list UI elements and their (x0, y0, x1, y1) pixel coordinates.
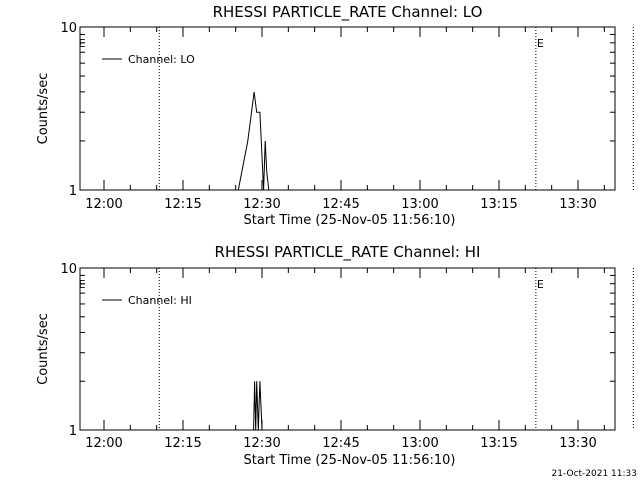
legend-label: Channel: HI (128, 294, 192, 307)
x-tick-label: 12:45 (322, 197, 359, 212)
x-axis-label: Start Time (25-Nov-05 11:56:10) (244, 453, 456, 468)
x-tick-label: 12:45 (322, 436, 359, 451)
y-tick-label: 10 (60, 262, 77, 277)
y-tick-label: 1 (69, 184, 77, 199)
x-tick-label: 12:00 (85, 436, 122, 451)
x-tick-label: 13:15 (480, 197, 517, 212)
x-tick-label: 13:15 (480, 436, 517, 451)
series-line (237, 91, 270, 191)
y-axis-label: Counts/sec (36, 313, 51, 385)
legend-label: Channel: LO (128, 53, 195, 66)
chart-title: RHESSI PARTICLE_RATE Channel: HI (215, 243, 481, 262)
footer-timestamp: 21-Oct-2021 11:33 (552, 469, 637, 479)
x-tick-label: 12:00 (85, 197, 122, 212)
x-tick-label: 12:15 (164, 197, 201, 212)
plot-frame (79, 267, 616, 431)
y-axis-label: Counts/sec (36, 73, 51, 145)
x-tick-label: 12:30 (243, 197, 280, 212)
x-tick-label: 13:30 (559, 436, 596, 451)
plot-frame (79, 26, 616, 191)
chart-panel-1: RHESSI PARTICLE_RATE Channel: LO 1 10 12:00… (36, 3, 634, 228)
chart-title: RHESSI PARTICLE_RATE Channel: LO (213, 3, 483, 22)
x-tick-label: 12:15 (164, 436, 201, 451)
x-tick-label: 12:30 (243, 436, 280, 451)
x-tick-label: 13:00 (401, 436, 438, 451)
time-marker-label: E (79, 37, 86, 50)
time-marker-label: E (537, 278, 544, 291)
series-line (253, 381, 263, 431)
chart-panel-2: RHESSI PARTICLE_RATE Channel: HI 1 10 12:00… (36, 243, 634, 468)
x-tick-label: 13:30 (559, 197, 596, 212)
x-tick-label: 13:00 (401, 197, 438, 212)
time-marker-label: E (537, 37, 544, 50)
y-tick-label: 1 (69, 424, 77, 439)
time-marker-label: E (79, 278, 86, 291)
y-tick-label: 10 (60, 21, 77, 36)
x-axis-label: Start Time (25-Nov-05 11:56:10) (244, 213, 456, 228)
